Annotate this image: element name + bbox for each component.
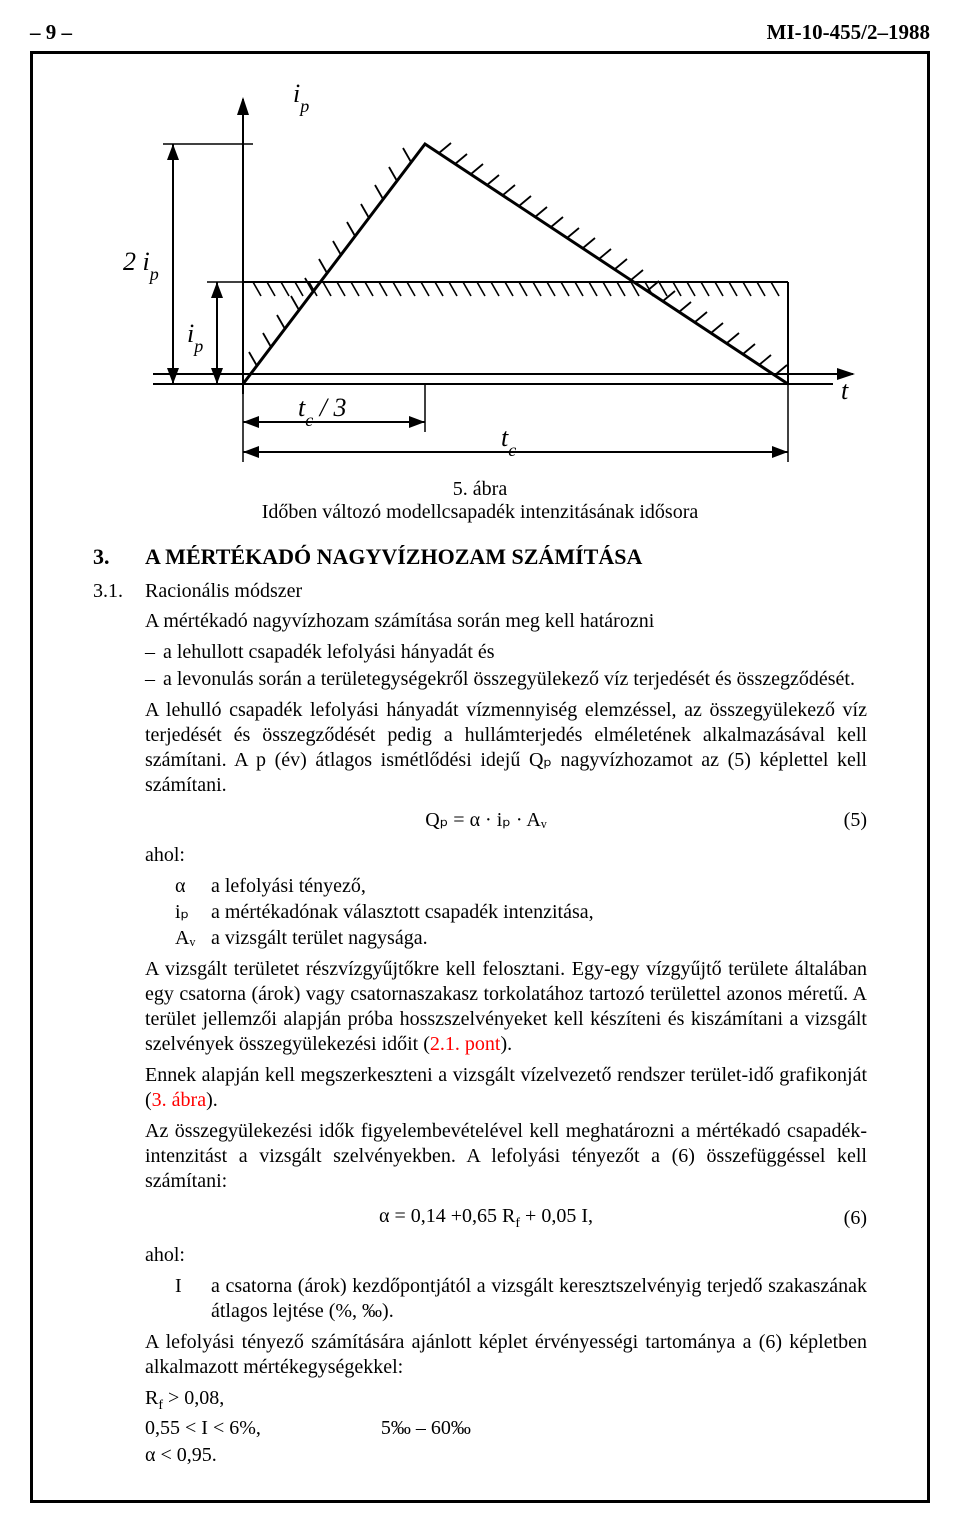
- def-ip: iₚ a mértékadónak választott csapadék in…: [175, 900, 867, 925]
- caption-text: Időben változó modellcsapadék intenzitás…: [262, 501, 699, 523]
- content-frame: ip t: [30, 51, 930, 1503]
- section-heading: 3. A MÉRTÉKADÓ NAGYVÍZHOZAM SZÁMÍTÁSA: [93, 544, 867, 570]
- range-3: α < 0,95.: [145, 1443, 867, 1468]
- ahol-label: ahol:: [145, 843, 867, 868]
- ahol-label-2: ahol:: [145, 1243, 867, 1268]
- p-main: A lehulló csapadék lefolyási hányadát ví…: [145, 698, 867, 798]
- r2b: 5‰ – 60‰: [381, 1417, 471, 1439]
- figure-5: ip t: [93, 74, 867, 474]
- def-av: Aᵥ a vizsgált terület nagysága.: [175, 926, 867, 951]
- bullet-1: – a lehullott csapadék lefolyási hányadá…: [145, 640, 867, 665]
- ref-2-1[interactable]: 2.1. pont: [430, 1033, 501, 1055]
- dash-icon: –: [145, 667, 163, 692]
- eq5-num: (5): [827, 808, 867, 833]
- def-alpha-text: a lefolyási tényező,: [211, 874, 366, 899]
- svg-text:tc / 3: tc / 3: [298, 393, 346, 430]
- range-1: Rf > 0,08,: [145, 1386, 867, 1415]
- eq6-part2: + 0,05 I,: [520, 1205, 593, 1227]
- def-ip-sym: iₚ: [175, 900, 211, 925]
- p2: A vizsgált területet részvízgyűjtőkre ke…: [145, 957, 867, 1057]
- page: – 9 – MI-10-455/2–1988: [0, 0, 960, 1533]
- subsection-heading: 3.1. Racionális módszer: [93, 580, 867, 603]
- def-av-text: a vizsgált terület nagysága.: [211, 926, 428, 951]
- doc-id: MI-10-455/2–1988: [767, 20, 930, 45]
- p3: Ennek alapján kell megszerkeszteni a viz…: [145, 1063, 867, 1113]
- svg-text:ip: ip: [293, 79, 309, 116]
- range-2: 0,55 < I < 6%, 5‰ – 60‰: [145, 1416, 867, 1441]
- r1b: > 0,08,: [163, 1387, 224, 1409]
- eq6-num: (6): [827, 1206, 867, 1231]
- def-ip-text: a mértékadónak választott csapadék inten…: [211, 900, 594, 925]
- svg-text:t: t: [841, 376, 849, 405]
- svg-text:ip: ip: [187, 319, 203, 356]
- bullet-2-text: a levonulás során a területegységekről ö…: [163, 667, 855, 692]
- subsection-title: Racionális módszer: [145, 580, 302, 603]
- body: A mértékadó nagyvízhozam számítása során…: [145, 609, 867, 1468]
- ref-3-abra[interactable]: 3. ábra: [152, 1089, 206, 1111]
- page-number: – 9 –: [30, 20, 72, 45]
- eq5-text: Qₚ = α · iₚ · Aᵥ: [145, 808, 827, 833]
- dash-icon: –: [145, 640, 163, 665]
- eq6-text: α = 0,14 +0,65 Rf + 0,05 I,: [145, 1204, 827, 1233]
- figure-5-svg: ip t: [93, 74, 873, 474]
- p2-b: ).: [500, 1033, 512, 1055]
- def-I: I a csatorna (árok) kezdőpontjától a viz…: [175, 1274, 867, 1324]
- def-I-text: a csatorna (árok) kezdőpontjától a vizsg…: [211, 1274, 867, 1324]
- page-header: – 9 – MI-10-455/2–1988: [30, 20, 930, 45]
- p3-a: Ennek alapján kell megszerkeszteni a viz…: [145, 1064, 867, 1111]
- r1a: R: [145, 1387, 158, 1409]
- intro-line: A mértékadó nagyvízhozam számítása során…: [145, 609, 867, 634]
- svg-text:tc: tc: [501, 423, 516, 460]
- section-title: A MÉRTÉKADÓ NAGYVÍZHOZAM SZÁMÍTÁSA: [145, 544, 642, 570]
- eq6-part1: α = 0,14 +0,65 R: [379, 1205, 515, 1227]
- equation-6: α = 0,14 +0,65 Rf + 0,05 I, (6): [145, 1204, 867, 1233]
- caption-num: 5. ábra: [453, 478, 507, 500]
- svg-text:2 ip: 2 ip: [123, 247, 159, 284]
- def-av-sym: Aᵥ: [175, 926, 211, 951]
- equation-5: Qₚ = α · iₚ · Aᵥ (5): [145, 808, 867, 833]
- figure-caption: 5. ábra Időben változó modellcsapadék in…: [93, 478, 867, 524]
- bullet-2: – a levonulás során a területegységekről…: [145, 667, 867, 692]
- definitions-2: I a csatorna (árok) kezdőpontjától a viz…: [175, 1274, 867, 1324]
- section-number: 3.: [93, 544, 145, 570]
- subsection-number: 3.1.: [93, 580, 145, 603]
- def-I-sym: I: [175, 1274, 211, 1324]
- def-alpha-sym: α: [175, 874, 211, 899]
- definitions: α a lefolyási tényező, iₚ a mértékadónak…: [175, 874, 867, 951]
- p5: A lefolyási tényező számítására ajánlott…: [145, 1330, 867, 1380]
- r2: 0,55 < I < 6%,: [145, 1417, 261, 1439]
- p4: Az összegyülekezési idők figyelembevétel…: [145, 1119, 867, 1194]
- def-alpha: α a lefolyási tényező,: [175, 874, 867, 899]
- p3-b: ).: [206, 1089, 218, 1111]
- bullet-1-text: a lehullott csapadék lefolyási hányadát …: [163, 640, 495, 665]
